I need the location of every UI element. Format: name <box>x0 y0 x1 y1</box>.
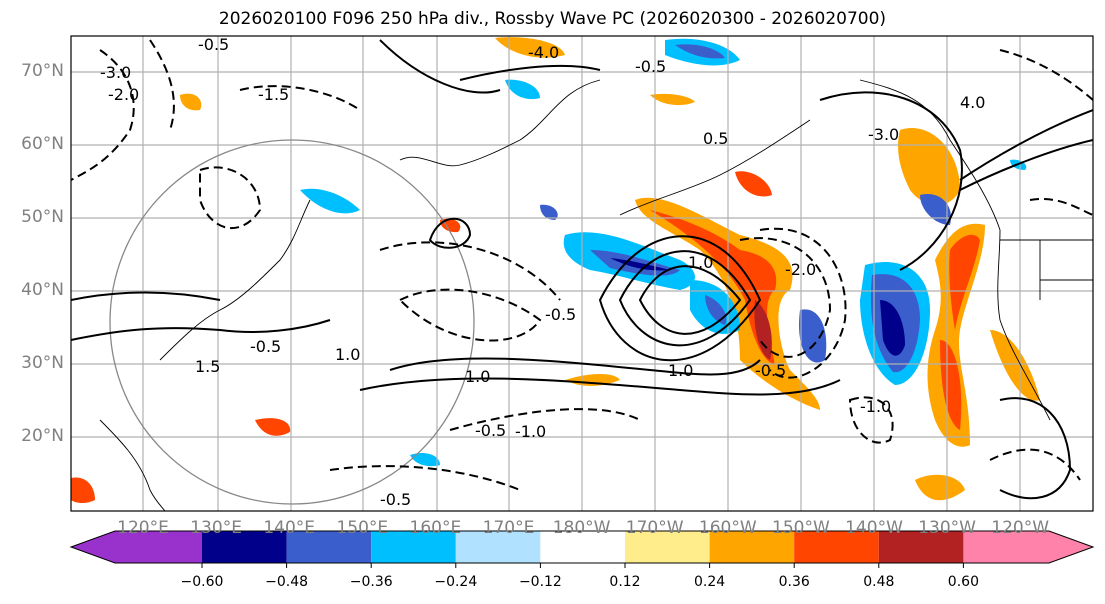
colorbar-segment <box>455 531 541 563</box>
contour-labels: -0.5 -1.5 -2.0 -3.0 1.0 -0.5 -1.0 1.0 -0… <box>100 35 985 509</box>
shading <box>71 37 1040 504</box>
svg-text:1.5: 1.5 <box>195 357 220 376</box>
svg-text:-4.0: -4.0 <box>528 43 559 62</box>
svg-text:-0.5: -0.5 <box>380 490 411 509</box>
colorbar-segment <box>709 531 795 563</box>
colorbar-tick-label: 0.36 <box>778 574 810 590</box>
svg-text:1.0: 1.0 <box>668 361 693 380</box>
colorbar-tick-label: −0.60 <box>180 574 224 590</box>
lon-label: 170°W <box>625 518 684 538</box>
colorbar-segment <box>540 531 625 563</box>
colorbar-tick-label: −0.12 <box>518 574 562 590</box>
svg-text:4.0: 4.0 <box>960 93 985 112</box>
lon-label: 130°W <box>918 518 976 538</box>
colorbar-segment <box>202 531 287 563</box>
lat-label: 60°N <box>21 134 64 154</box>
colorbar-tick-label: −0.36 <box>349 574 393 590</box>
svg-text:-3.0: -3.0 <box>868 125 899 144</box>
colorbar-segment <box>878 531 964 563</box>
svg-text:1.0: 1.0 <box>465 367 490 386</box>
colorbar-segment <box>371 531 456 563</box>
svg-text:-0.5: -0.5 <box>755 361 786 380</box>
lat-label: 70°N <box>21 61 64 81</box>
lon-label: 160°W <box>698 518 757 538</box>
lon-label: 180°W <box>552 518 611 538</box>
svg-text:-0.5: -0.5 <box>545 305 576 324</box>
lon-label: 160°E <box>409 518 462 538</box>
colorbar-segment <box>286 531 372 563</box>
lon-label: 150°E <box>336 518 389 538</box>
lat-label: 20°N <box>21 426 64 446</box>
lon-label: 120°E <box>117 518 169 538</box>
svg-text:-1.0: -1.0 <box>515 422 546 441</box>
map-frame <box>70 35 1094 512</box>
lat-label: 40°N <box>21 280 64 300</box>
svg-text:-3.0: -3.0 <box>100 63 131 82</box>
colorbar-segment <box>794 531 879 563</box>
colorbar-segment <box>963 531 1093 563</box>
lon-label: 120°W <box>991 518 1050 538</box>
lon-label: 140°W <box>845 518 903 538</box>
contours <box>71 39 1093 500</box>
svg-text:-0.5: -0.5 <box>635 57 666 76</box>
region-circle <box>109 139 475 505</box>
colorbar-segment <box>71 531 202 563</box>
colorbar <box>69 530 1095 568</box>
svg-text:1.0: 1.0 <box>688 253 713 272</box>
svg-text:-0.5: -0.5 <box>475 421 506 440</box>
lat-label: 30°N <box>21 353 64 373</box>
svg-text:1.0: 1.0 <box>335 345 360 364</box>
svg-text:0.5: 0.5 <box>703 129 728 148</box>
lat-label: 50°N <box>21 207 64 227</box>
colorbar-tick-label: −0.48 <box>265 574 309 590</box>
svg-text:-2.0: -2.0 <box>785 260 816 279</box>
svg-text:-1.5: -1.5 <box>258 85 289 104</box>
colorbar-tick-label: 0.48 <box>863 574 895 590</box>
contours-dashed <box>71 39 1093 491</box>
lon-label: 140°E <box>263 518 316 538</box>
svg-text:-1.0: -1.0 <box>860 397 891 416</box>
lon-label: 170°E <box>482 518 535 538</box>
svg-text:-0.5: -0.5 <box>250 337 281 356</box>
colorbar-tick-label: 0.12 <box>609 574 641 590</box>
lon-label: 130°E <box>190 518 242 538</box>
colorbar-tick-label: −0.24 <box>434 574 478 590</box>
colorbar-segment <box>625 531 710 563</box>
svg-text:-0.5: -0.5 <box>198 35 229 54</box>
chart-title: 2026020100 F096 250 hPa div., Rossby Wav… <box>218 9 887 29</box>
colorbar-tick-label: 0.24 <box>694 574 726 590</box>
colorbar-outline <box>69 530 1095 564</box>
lon-label: 150°W <box>772 518 830 538</box>
colorbar-tick-label: 0.60 <box>947 574 979 590</box>
svg-text:-2.0: -2.0 <box>108 85 139 104</box>
map-content: -0.5 -1.5 -2.0 -3.0 1.0 -0.5 -1.0 1.0 -0… <box>71 35 1093 511</box>
